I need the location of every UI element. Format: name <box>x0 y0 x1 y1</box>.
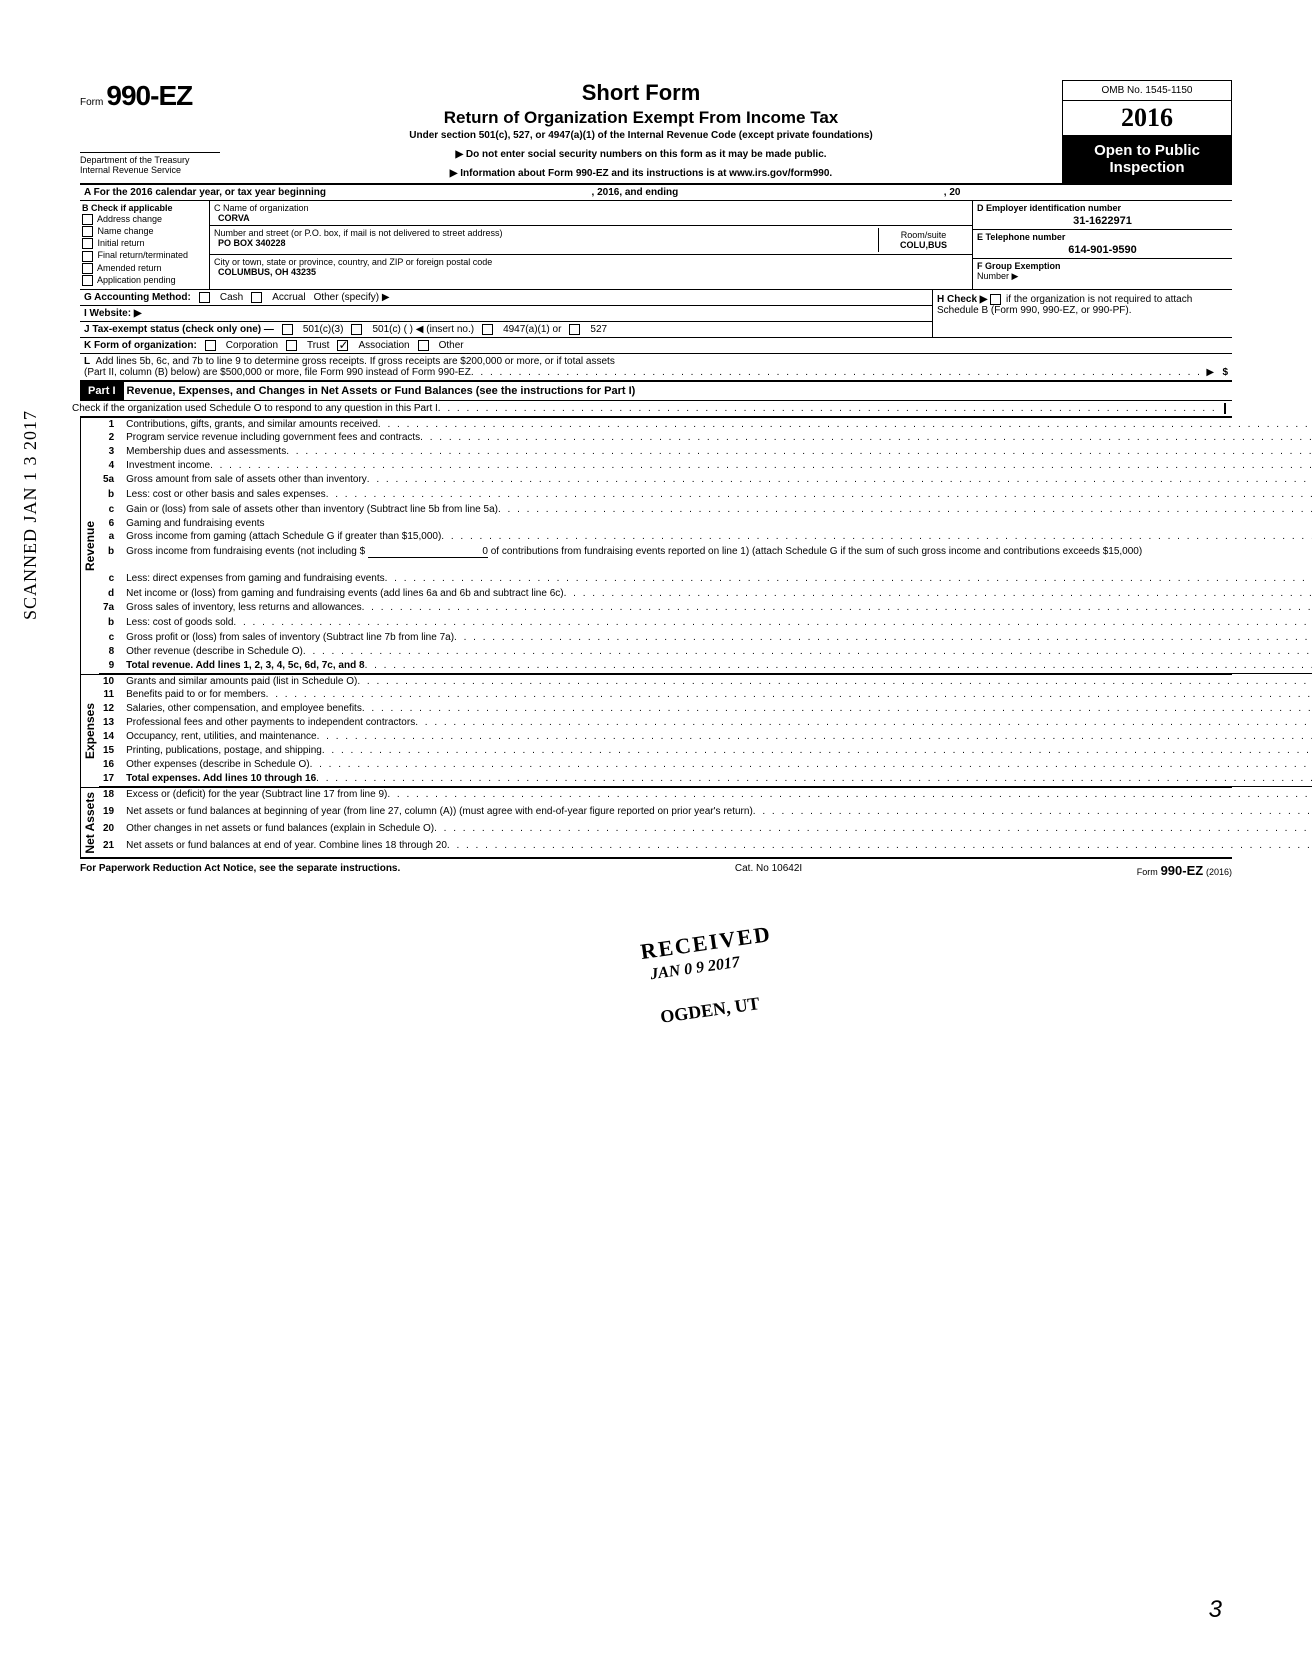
cb-association[interactable] <box>337 340 348 351</box>
cb-amended-return[interactable] <box>82 263 93 274</box>
org-room: COLU,BUS <box>883 240 964 250</box>
form-title: Short Form <box>228 80 1054 106</box>
section-h: H Check ▶ if the organization is not req… <box>932 290 1232 337</box>
cb-other-org[interactable] <box>418 340 429 351</box>
cb-application-pending[interactable] <box>82 275 93 286</box>
line-j: J Tax-exempt status (check only one) — <box>84 324 274 335</box>
form-header: Form 990-EZ Department of the Treasury I… <box>80 80 1232 183</box>
expenses-label: Expenses <box>80 675 99 787</box>
form-subtitle: Return of Organization Exempt From Incom… <box>228 108 1054 128</box>
cb-trust[interactable] <box>286 340 297 351</box>
cb-schedule-o[interactable] <box>1224 403 1226 414</box>
revenue-label: Revenue <box>80 418 99 674</box>
form-notice2: ▶ Information about Form 990-EZ and its … <box>228 168 1054 179</box>
line-k: K Form of organization: <box>84 340 197 351</box>
cb-4947[interactable] <box>482 324 493 335</box>
cb-501c[interactable] <box>351 324 362 335</box>
cb-final-return[interactable] <box>82 251 93 262</box>
cb-initial-return[interactable] <box>82 238 93 249</box>
org-name: CORVA <box>218 213 968 223</box>
stamp-date: JAN 0 9 2017 <box>649 954 741 984</box>
org-street: PO BOX 340228 <box>218 238 878 248</box>
dept-irs: Internal Revenue Service <box>80 165 220 175</box>
part1-title: Revenue, Expenses, and Changes in Net As… <box>124 382 639 400</box>
cb-name-change[interactable] <box>82 226 93 237</box>
cb-corporation[interactable] <box>205 340 216 351</box>
stamp-ogden: OGDEN, UT <box>659 993 761 1028</box>
cb-cash[interactable] <box>199 292 210 303</box>
org-city: COLUMBUS, OH 43235 <box>218 267 968 277</box>
part1-check: Check if the organization used Schedule … <box>72 403 438 414</box>
ein: 31-1622971 <box>977 215 1228 227</box>
footer: For Paperwork Reduction Act Notice, see … <box>80 863 1232 878</box>
netassets-label: Net Assets <box>80 788 99 858</box>
line-l: Add lines 5b, 6c, and 7b to line 9 to de… <box>96 356 615 367</box>
line-i: I Website: ▶ <box>84 308 142 319</box>
cb-527[interactable] <box>569 324 580 335</box>
phone: 614-901-9590 <box>977 244 1228 256</box>
form-prefix: Form <box>80 97 103 108</box>
section-b: B Check if applicable Address change Nam… <box>80 201 210 289</box>
form-notice1: ▶ Do not enter social security numbers o… <box>228 149 1054 160</box>
part1-header: Part I <box>80 382 124 400</box>
omb-number: OMB No. 1545-1150 <box>1062 80 1232 100</box>
line-g: G Accounting Method: <box>84 292 191 303</box>
tax-year: 2016 <box>1062 100 1232 135</box>
open-public: Open to Public Inspection <box>1062 135 1232 183</box>
netassets-table: 18Excess or (deficit) for the year (Subt… <box>99 788 1312 858</box>
section-c: C Name of organization CORVA Number and … <box>210 201 972 289</box>
section-def: D Employer identification number 31-1622… <box>972 201 1232 289</box>
revenue-table: 1Contributions, gifts, grants, and simil… <box>99 418 1312 674</box>
expenses-table: 10Grants and similar amounts paid (list … <box>99 675 1312 787</box>
page-number: 3 <box>1209 1596 1222 1624</box>
cb-accrual[interactable] <box>251 292 262 303</box>
cb-schedule-b[interactable] <box>990 294 1001 305</box>
scanned-stamp: SCANNED JAN 1 3 2017 <box>20 410 41 620</box>
stamp-received: RECEIVED <box>639 921 773 965</box>
cb-address-change[interactable] <box>82 214 93 225</box>
line-a: A For the 2016 calendar year, or tax yea… <box>80 185 1232 201</box>
form-number: 990-EZ <box>106 80 192 111</box>
cb-501c3[interactable] <box>282 324 293 335</box>
form-under: Under section 501(c), 527, or 4947(a)(1)… <box>228 130 1054 141</box>
dept-treasury: Department of the Treasury <box>80 152 220 165</box>
